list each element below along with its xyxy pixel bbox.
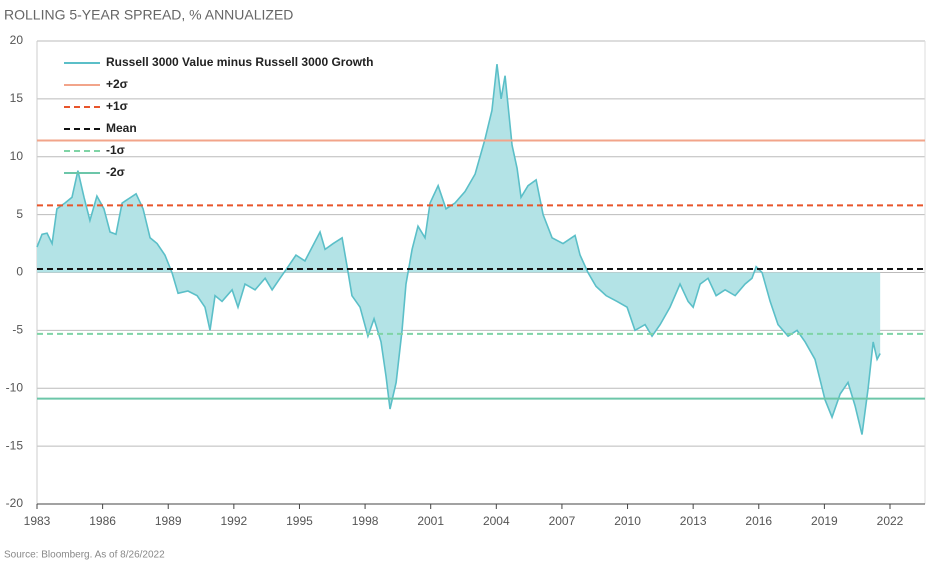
x-tick-label: 2022 [877,514,904,528]
y-tick-label: 0 [16,265,23,279]
x-tick-label: 2016 [745,514,772,528]
legend-label: +1σ [106,99,128,113]
y-tick-label: -10 [6,380,24,394]
x-tick-label: 1989 [155,514,182,528]
x-tick-label: 2001 [417,514,444,528]
chart-title: ROLLING 5-YEAR SPREAD, % ANNUALIZED [4,7,293,23]
legend-label: -1σ [106,143,125,157]
legend-label: -2σ [106,165,125,179]
x-tick-label: 2004 [483,514,510,528]
x-tick-label: 1992 [220,514,247,528]
y-tick-label: 10 [10,149,24,163]
x-tick-label: 1986 [89,514,116,528]
y-tick-label: -20 [6,496,24,510]
x-tick-label: 2013 [680,514,707,528]
x-tick-label: 1983 [24,514,51,528]
y-tick-label: 20 [10,33,24,47]
y-tick-label: 5 [16,207,23,221]
x-tick-label: 1998 [352,514,379,528]
area [37,64,881,435]
legend-label: Russell 3000 Value minus Russell 3000 Gr… [106,55,373,69]
y-tick-label: 15 [10,91,24,105]
x-tick-label: 2019 [811,514,838,528]
x-tick-label: 2007 [549,514,576,528]
legend-label: +2σ [106,77,128,91]
legend: Russell 3000 Value minus Russell 3000 Gr… [64,55,373,179]
line [36,64,881,435]
y-tick-label: -5 [12,323,23,337]
x-tick-label: 2010 [614,514,641,528]
x-tick-label: 1995 [286,514,313,528]
source-note: Source: Bloomberg. As of 8/26/2022 [4,550,165,561]
legend-label: Mean [106,121,137,135]
y-tick-label: -15 [6,438,24,452]
